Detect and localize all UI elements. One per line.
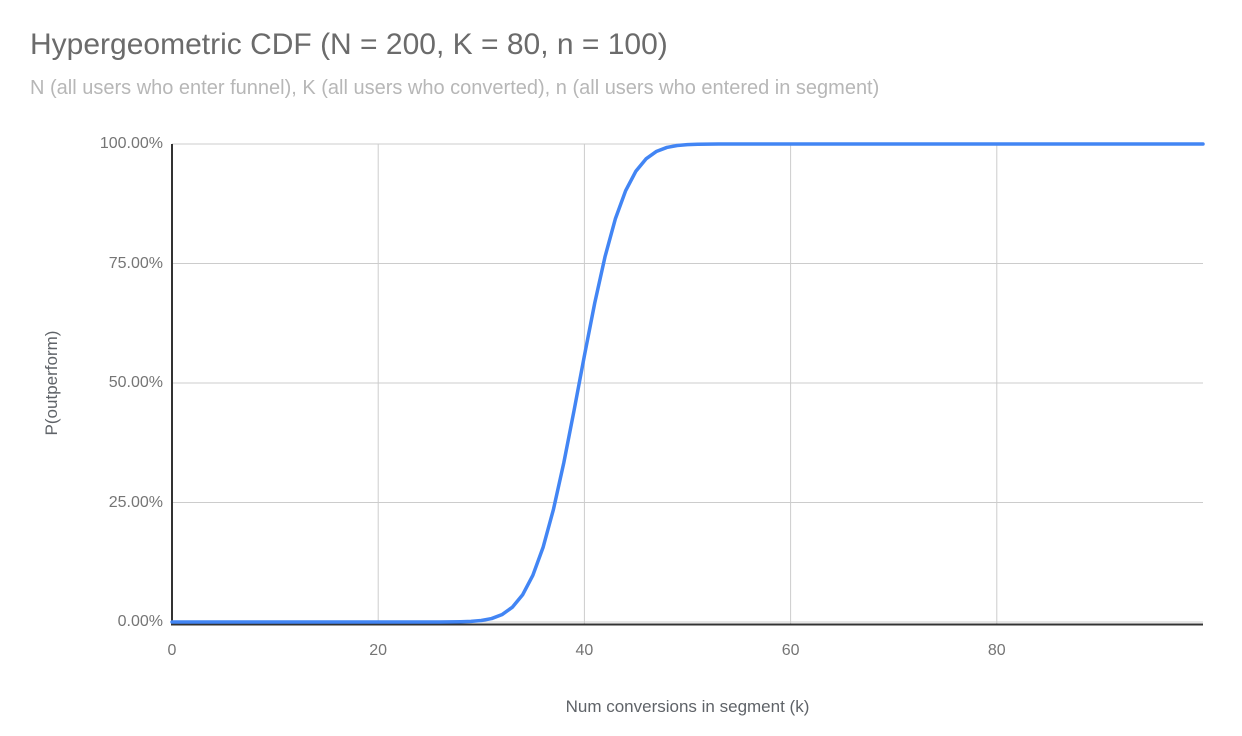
x-axis-tick-label: 20 [369, 642, 388, 659]
y-axis-tick-label: 25.00% [108, 493, 163, 511]
y-axis-tick-label: 0.00% [117, 613, 163, 630]
y-axis-tick-label: 75.00% [108, 254, 163, 272]
cdf-curve [170, 142, 1205, 624]
x-axis-tick-label: 40 [575, 642, 594, 659]
y-axis-tick-label: 50.00% [108, 374, 163, 391]
x-axis-tick-label: 80 [987, 642, 1006, 659]
x-axis-tick-label: 60 [781, 642, 800, 659]
x-axis-title: Num conversions in segment (k) [565, 697, 810, 716]
x-axis-tick-label: 0 [167, 642, 177, 659]
chart-title: Hypergeometric CDF (N = 200, K = 80, n =… [30, 28, 668, 61]
y-axis-tick-label: 100.00% [99, 135, 163, 152]
chart-subtitle: N (all users who enter funnel), K (all u… [30, 77, 880, 99]
